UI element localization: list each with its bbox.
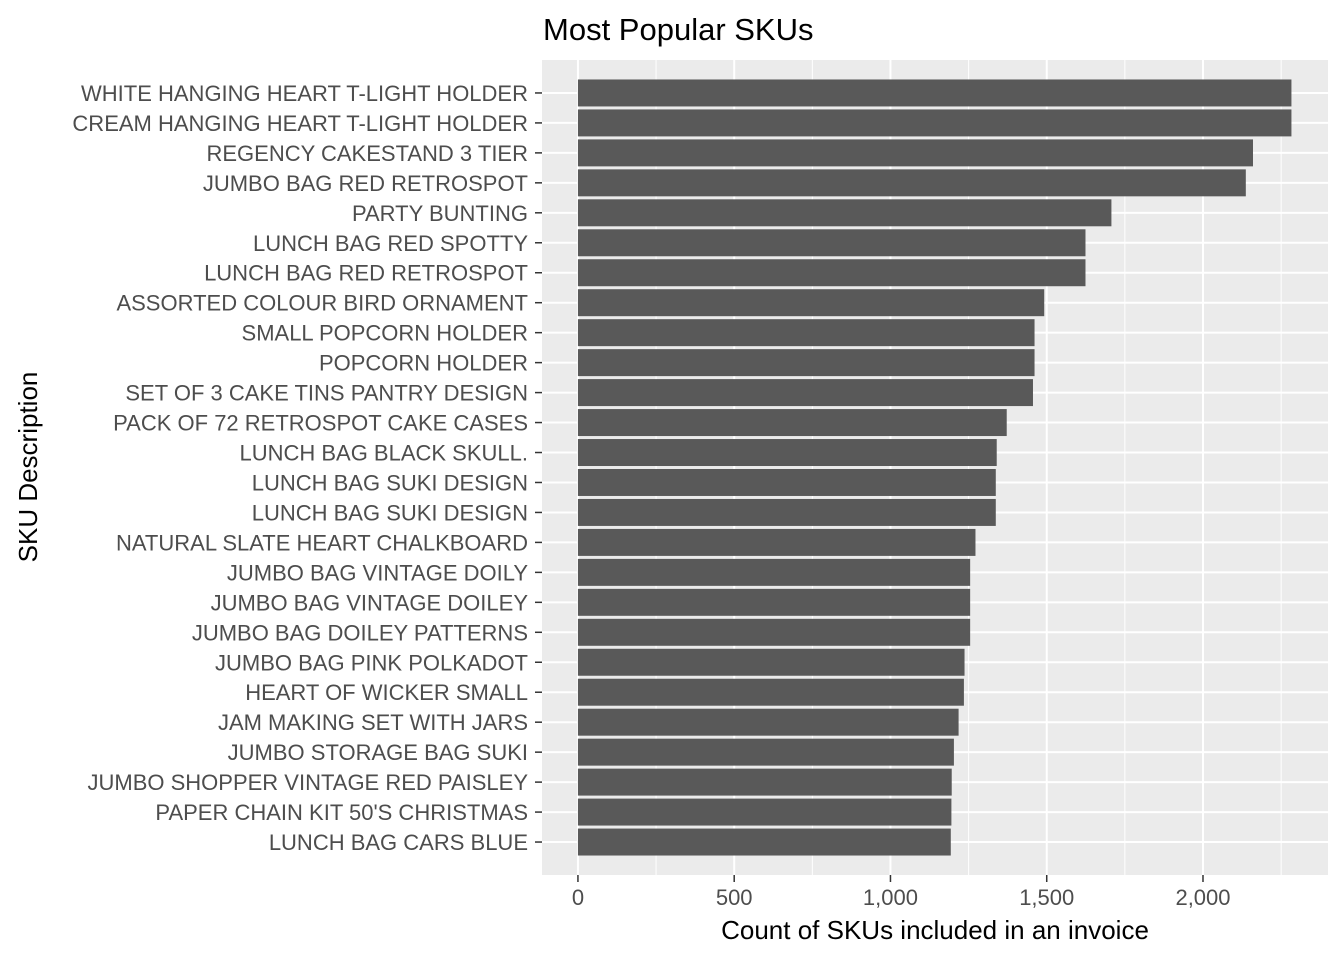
y-tick-label: CREAM HANGING HEART T-LIGHT HOLDER <box>72 111 528 136</box>
bar <box>577 738 954 766</box>
y-tick-label: LUNCH BAG SUKI DESIGN <box>252 500 528 525</box>
bar <box>577 558 971 586</box>
chart-title: Most Popular SKUs <box>543 12 814 47</box>
bar <box>577 828 951 856</box>
x-tick-label: 500 <box>716 885 753 910</box>
y-tick-label: JUMBO BAG DOILEY PATTERNS <box>192 620 528 645</box>
y-tick-label: SET OF 3 CAKE TINS PANTRY DESIGN <box>125 381 528 406</box>
y-tick-label: JUMBO BAG RED RETROSPOT <box>203 171 528 196</box>
y-tick-label: LUNCH BAG RED SPOTTY <box>253 231 528 256</box>
bar <box>577 409 1007 437</box>
y-tick-label: PARTY BUNTING <box>352 201 528 226</box>
y-tick-label: PAPER CHAIN KIT 50'S CHRISTMAS <box>155 800 528 825</box>
y-tick-label: HEART OF WICKER SMALL <box>245 680 528 705</box>
bar <box>577 319 1035 347</box>
y-tick-label: LUNCH BAG RED RETROSPOT <box>204 261 528 286</box>
bar <box>577 79 1292 107</box>
y-tick-label: JUMBO SHOPPER VINTAGE RED PAISLEY <box>87 770 528 795</box>
bar <box>577 139 1253 167</box>
bar <box>577 768 952 796</box>
y-tick-label: JAM MAKING SET WITH JARS <box>218 710 528 735</box>
bar <box>577 468 996 496</box>
bar <box>577 498 996 526</box>
bar <box>577 528 976 556</box>
bar <box>577 109 1292 137</box>
bar <box>577 379 1033 407</box>
y-tick-label: LUNCH BAG BLACK SKULL. <box>239 441 528 466</box>
y-tick-label: LUNCH BAG CARS BLUE <box>269 830 528 855</box>
y-tick-label: JUMBO BAG PINK POLKADOT <box>215 650 528 675</box>
y-tick-label: JUMBO BAG VINTAGE DOILEY <box>211 590 529 615</box>
bar <box>577 678 964 706</box>
y-tick-label: WHITE HANGING HEART T-LIGHT HOLDER <box>81 81 528 106</box>
bar <box>577 618 971 646</box>
y-tick-label: REGENCY CAKESTAND 3 TIER <box>206 141 528 166</box>
x-axis: 0 500 1,000 1,500 2,000 <box>572 875 1231 910</box>
x-axis-title: Count of SKUs included in an invoice <box>721 915 1149 945</box>
bar <box>577 169 1246 197</box>
y-tick-label: POPCORN HOLDER <box>319 351 528 376</box>
y-tick-label: SMALL POPCORN HOLDER <box>242 321 528 346</box>
y-tick-label: PACK OF 72 RETROSPOT CAKE CASES <box>113 411 528 436</box>
bar <box>577 648 965 676</box>
x-tick-label: 0 <box>572 885 584 910</box>
bars <box>577 79 1292 856</box>
y-tick-label: LUNCH BAG SUKI DESIGN <box>252 470 528 495</box>
bar <box>577 588 971 616</box>
y-axis-title: SKU Description <box>13 372 43 563</box>
bar <box>577 708 959 736</box>
y-tick-label: JUMBO BAG VINTAGE DOILY <box>227 560 528 585</box>
bar <box>577 199 1112 227</box>
x-tick-label: 2,000 <box>1175 885 1230 910</box>
x-tick-label: 1,000 <box>863 885 918 910</box>
y-axis: WHITE HANGING HEART T-LIGHT HOLDER CREAM … <box>72 81 542 855</box>
bar <box>577 349 1035 377</box>
y-tick-label: ASSORTED COLOUR BIRD ORNAMENT <box>116 291 528 316</box>
y-tick-label: NATURAL SLATE HEART CHALKBOARD <box>116 530 528 555</box>
bar <box>577 289 1045 317</box>
x-tick-label: 1,500 <box>1019 885 1074 910</box>
bar <box>577 229 1086 257</box>
y-tick-label: JUMBO STORAGE BAG SUKI <box>228 740 528 765</box>
bar <box>577 798 952 826</box>
bar <box>577 259 1086 287</box>
bar <box>577 439 997 467</box>
